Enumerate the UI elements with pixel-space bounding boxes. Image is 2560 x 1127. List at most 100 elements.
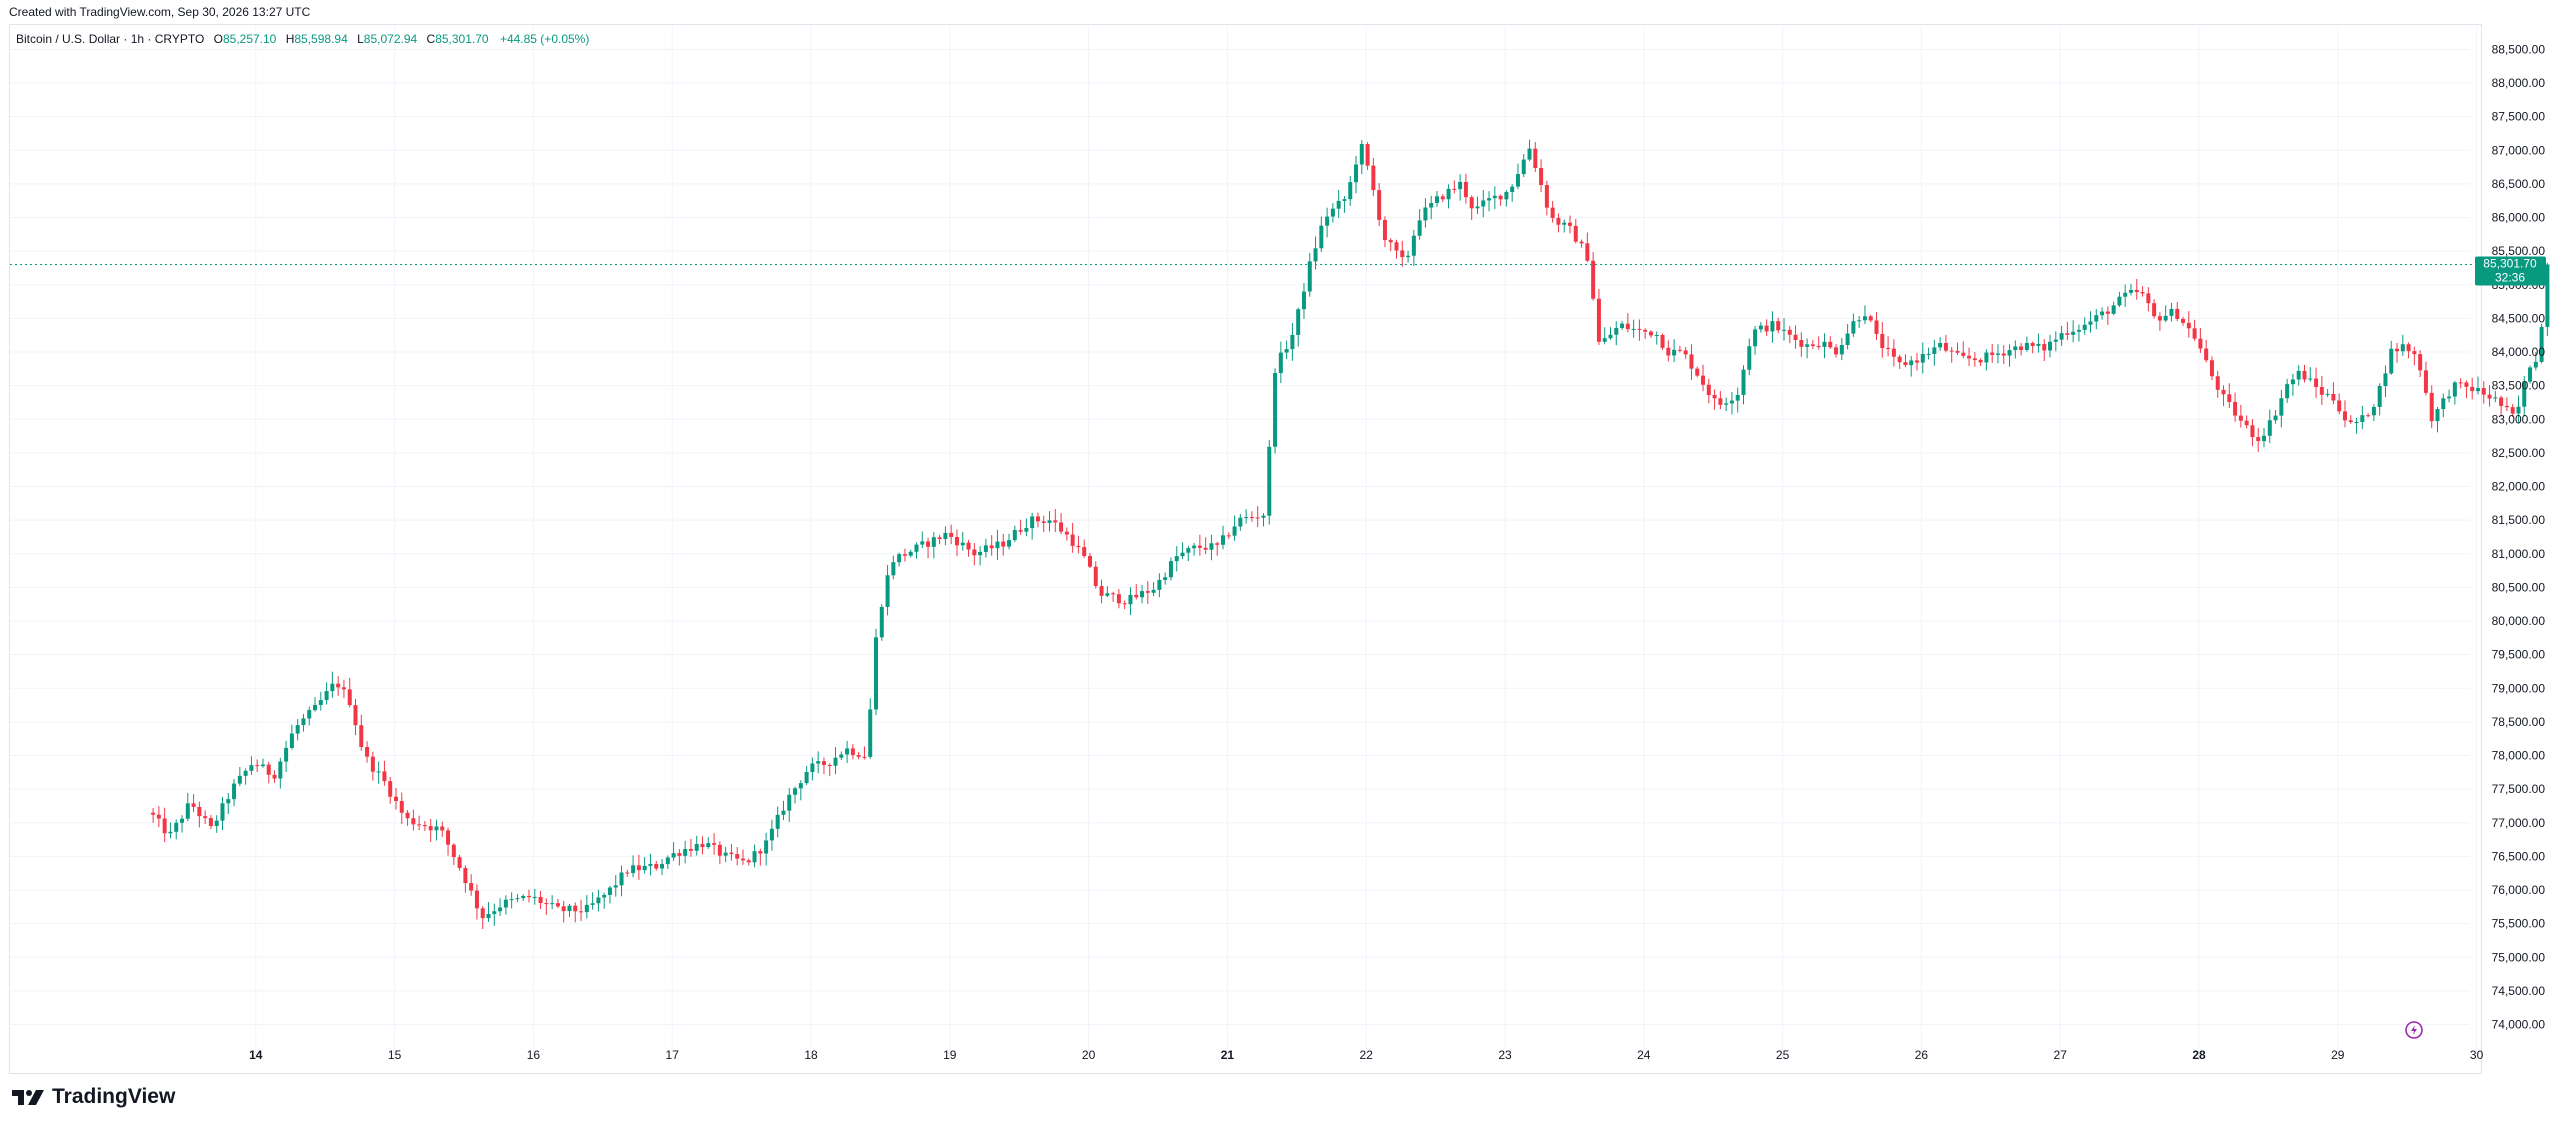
candle [2314, 367, 2319, 399]
candle [1244, 509, 1249, 524]
candle-body [2504, 405, 2509, 408]
candle-body [2019, 346, 2024, 351]
candle-body [2475, 388, 2480, 392]
candle [226, 793, 231, 815]
candle [2342, 400, 2347, 428]
candle-body [1556, 217, 1561, 225]
candle [642, 857, 647, 874]
candle [2036, 333, 2041, 353]
candle-body [764, 840, 769, 854]
candle [2076, 324, 2081, 342]
candle [561, 900, 566, 923]
candle-body [2204, 348, 2209, 361]
candle-body [787, 794, 792, 811]
candle-body [2152, 303, 2157, 317]
candle-body [405, 812, 410, 819]
candle-body [1637, 328, 1642, 330]
candle [960, 531, 965, 551]
candle [607, 885, 612, 904]
candle-body [1544, 184, 1549, 208]
tradingview-logo[interactable]: TradingView [12, 1085, 175, 1109]
candle [1781, 318, 1786, 341]
candle-body [821, 761, 826, 765]
candle-body [422, 825, 427, 827]
candle [1290, 322, 1295, 361]
candle-body [301, 718, 306, 726]
candle [764, 832, 769, 866]
candle-body [266, 764, 271, 775]
time-tick-label: 23 [1498, 1048, 1512, 1062]
candle [810, 757, 815, 781]
candle-body [2423, 370, 2428, 393]
candle [1452, 180, 1457, 194]
candle-body [1851, 321, 1856, 334]
candle [1053, 509, 1058, 532]
candle [677, 849, 682, 866]
candle-body [1463, 181, 1468, 198]
candle-body [2169, 308, 2174, 316]
candle-body [839, 754, 844, 758]
candle [1822, 333, 1827, 359]
candle-body [706, 843, 711, 848]
candle-body [2487, 394, 2492, 399]
candle-body [654, 863, 659, 869]
candle [2007, 344, 2012, 367]
candle-body [2377, 386, 2382, 407]
candle [2181, 316, 2186, 326]
candle [567, 904, 572, 917]
candle-body [1157, 579, 1162, 590]
candle-body [1180, 552, 1185, 557]
candle-body [278, 761, 283, 779]
candle-body [2065, 333, 2070, 335]
candle [2481, 381, 2486, 404]
candle [1157, 573, 1162, 598]
candle-body [1174, 556, 1179, 562]
candle [821, 757, 826, 775]
candle [723, 846, 728, 863]
candle [243, 768, 248, 785]
high-label: H [285, 32, 295, 46]
candle [1776, 317, 1781, 334]
candle [995, 529, 1000, 560]
candle [1891, 339, 1896, 367]
candle-body [2545, 264, 2550, 327]
candle [1729, 392, 1734, 415]
candle-body [1515, 174, 1520, 187]
price-axis: 74,000.00 74,500.00 75,000.00 75,500.00 76,0… [2492, 42, 2546, 1031]
candle-body [1712, 395, 1717, 399]
candle-body [2082, 324, 2087, 330]
candle-body [746, 860, 751, 863]
candle-body [642, 865, 647, 871]
lightning-icon[interactable] [2405, 1021, 2423, 1039]
candle [1082, 539, 1087, 558]
candle-body [2036, 343, 2041, 346]
time-tick-label: 27 [2054, 1048, 2068, 1062]
candle [1226, 532, 1231, 540]
candle-body [1209, 543, 1214, 550]
candle [758, 848, 763, 866]
candle [451, 843, 456, 866]
low-label: L [357, 32, 364, 46]
candle-body [399, 800, 404, 813]
candle-body [1568, 222, 1573, 226]
candle [1076, 535, 1081, 554]
candle [2192, 319, 2197, 341]
candle-body [1718, 398, 1723, 405]
candle-body [307, 710, 312, 719]
candle-body [902, 554, 907, 556]
candle-body [515, 898, 520, 900]
candle [1932, 339, 1937, 366]
candle-body [503, 899, 508, 908]
price-tick-label: 78,500.00 [2492, 715, 2546, 729]
candle [2510, 404, 2515, 417]
candle [162, 807, 167, 843]
candle [862, 746, 867, 760]
candle-body [579, 911, 584, 913]
candle-body [868, 709, 873, 757]
candle-body [1203, 547, 1208, 550]
candle [665, 855, 670, 869]
candle-body [2256, 437, 2261, 442]
candle [1747, 338, 1752, 376]
candle-body [411, 818, 416, 825]
